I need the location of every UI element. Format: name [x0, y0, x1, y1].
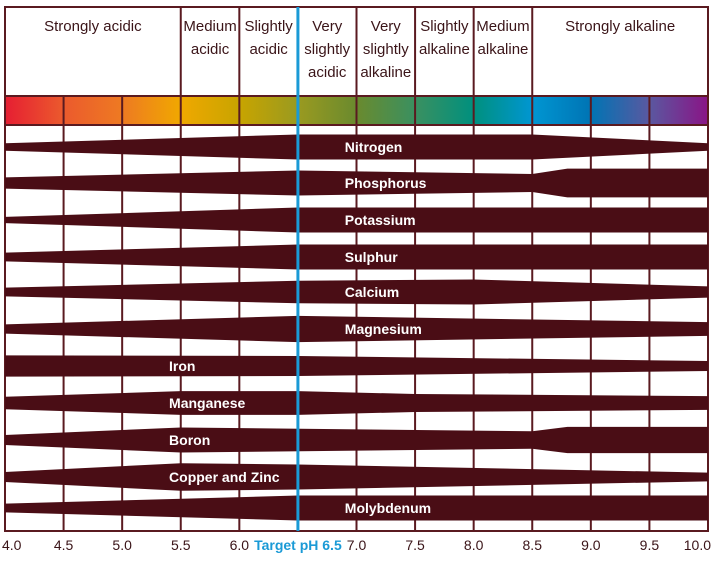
category-label: Slightly	[244, 18, 293, 35]
nutrient-label: Sulphur	[345, 249, 398, 265]
tick-label: 9.5	[640, 537, 660, 553]
category-label: acidic	[308, 64, 347, 81]
category-label: acidic	[191, 41, 230, 58]
tick-label: 8.5	[523, 537, 543, 553]
nutrient-band-calcium	[5, 279, 708, 305]
nutrient-band-phosphorus	[5, 168, 708, 198]
category-label: alkaline	[419, 41, 470, 58]
tick-label: 5.5	[171, 537, 191, 553]
nutrient-band-sulphur	[5, 244, 708, 270]
nutrient-band-manganese	[5, 391, 708, 415]
nutrient-label: Nitrogen	[345, 139, 403, 155]
nutrient-band-iron	[5, 355, 708, 377]
category-label: slightly	[363, 41, 409, 58]
tick-label: 7.5	[405, 537, 425, 553]
nutrient-band-copper-and-zinc	[5, 463, 708, 491]
category-label: Very	[312, 18, 343, 35]
tick-label: 7.0	[347, 537, 367, 553]
category-label: slightly	[304, 41, 350, 58]
tick-label: 8.0	[464, 537, 484, 553]
category-label: Medium	[476, 18, 529, 35]
nutrient-band-boron	[5, 426, 708, 454]
tick-label: 4.5	[54, 537, 74, 553]
nutrient-band-magnesium	[5, 315, 708, 343]
nutrient-label: Manganese	[169, 395, 245, 411]
ph-axis: 4.0 4.5 5.0 5.5 6.0 7.0 7.5 8.0 8.5 9.0 9.5 10.0 Tar…	[2, 537, 711, 553]
tick-label: 9.0	[581, 537, 601, 553]
nutrient-label: Iron	[169, 358, 195, 374]
category-label: Strongly alkaline	[565, 18, 675, 35]
nutrient-label: Boron	[169, 432, 210, 448]
tick-label: 5.0	[112, 537, 132, 553]
category-label: Strongly acidic	[44, 18, 142, 35]
nutrient-band-nitrogen	[5, 134, 708, 160]
nutrient-band-molybdenum	[5, 495, 708, 521]
category-label: Medium	[183, 18, 236, 35]
nutrient-label: Potassium	[345, 212, 416, 228]
target-ph-label: Target pH 6.5	[254, 537, 342, 553]
category-label: acidic	[249, 41, 288, 58]
nutrient-bands: Nitrogen Phosphorus Potassium Sulphur Calciu…	[5, 7, 708, 531]
tick-label: 6.0	[230, 537, 250, 553]
tick-label: 4.0	[2, 537, 22, 553]
nutrient-label: Molybdenum	[345, 500, 431, 516]
tick-label: 10.0	[684, 537, 711, 553]
nutrient-band-potassium	[5, 207, 708, 233]
nutrient-label: Phosphorus	[345, 175, 427, 191]
nutrient-label: Copper and Zinc	[169, 469, 280, 485]
category-label: Very	[371, 18, 402, 35]
nutrient-label: Magnesium	[345, 321, 422, 337]
category-label: Slightly	[420, 18, 469, 35]
nutrient-label: Calcium	[345, 284, 399, 300]
category-label: alkaline	[360, 64, 411, 81]
category-label: alkaline	[478, 41, 529, 58]
